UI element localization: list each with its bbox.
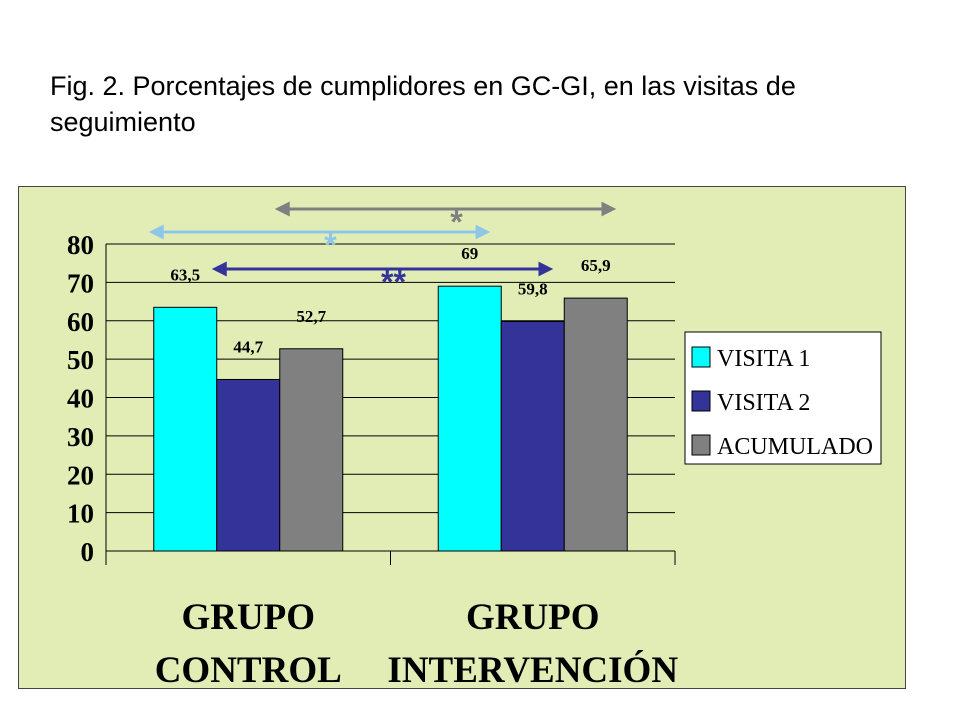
y-tick-label: 0 [81,537,95,567]
bar [563,297,628,552]
bar-chart: 0 10 20 30 40 50 60 70 80 GRUPO CONTROL GRUPO INTERV… [67,201,882,688]
chart-panel: 0 10 20 30 40 50 60 70 80 GRUPO CONTROL GRUPO INTERV… [18,186,906,689]
legend-swatch [691,390,711,412]
x-category-label: GRUPO [466,597,600,638]
data-label: 69 [461,244,478,263]
legend-label: ACUMULADO [717,434,873,460]
axes: 0 10 20 30 40 50 60 70 80 GRUPO CONTROL GRUPO INTERV… [67,230,678,688]
bars [153,285,628,552]
bar [279,348,344,552]
bar [437,285,502,552]
y-tick-label: 80 [67,230,94,260]
data-label: 59,8 [518,280,548,299]
data-label: 63,5 [170,265,200,284]
y-tick-label: 70 [67,268,94,298]
significance-annotations: **** [148,201,617,300]
legend-box [684,331,882,465]
x-category-label: INTERVENCIÓN [387,649,678,688]
y-tick-label: 30 [67,422,94,452]
y-tick-label: 60 [67,307,94,337]
data-labels: 63,5 44,7 52,7 69 59,8 65,9 [170,244,610,356]
significance-marker: ** [381,264,406,300]
data-label: 44,7 [233,337,263,356]
legend-swatch [691,346,711,368]
y-tick-label: 50 [67,345,94,375]
legend: VISITA 1 VISITA 2 ACUMULADO [684,331,882,465]
legend-swatch [691,434,711,456]
y-tick-label: 10 [67,499,94,529]
legend-label: VISITA 2 [717,390,810,416]
y-tick-label: 40 [67,384,94,414]
figure-title: Fig. 2. Porcentajes de cumplidores en GC… [50,71,796,137]
x-category-label: GRUPO [181,597,315,638]
legend-label: VISITA 1 [717,346,810,372]
x-category-label: CONTROL [155,650,342,688]
data-label: 65,9 [581,256,611,275]
data-label: 52,7 [296,307,326,326]
y-tick-label: 20 [67,460,94,490]
bar [153,306,218,552]
significance-marker: * [324,227,337,263]
bar [216,378,281,552]
significance-marker: * [450,204,463,240]
bar [500,321,565,552]
